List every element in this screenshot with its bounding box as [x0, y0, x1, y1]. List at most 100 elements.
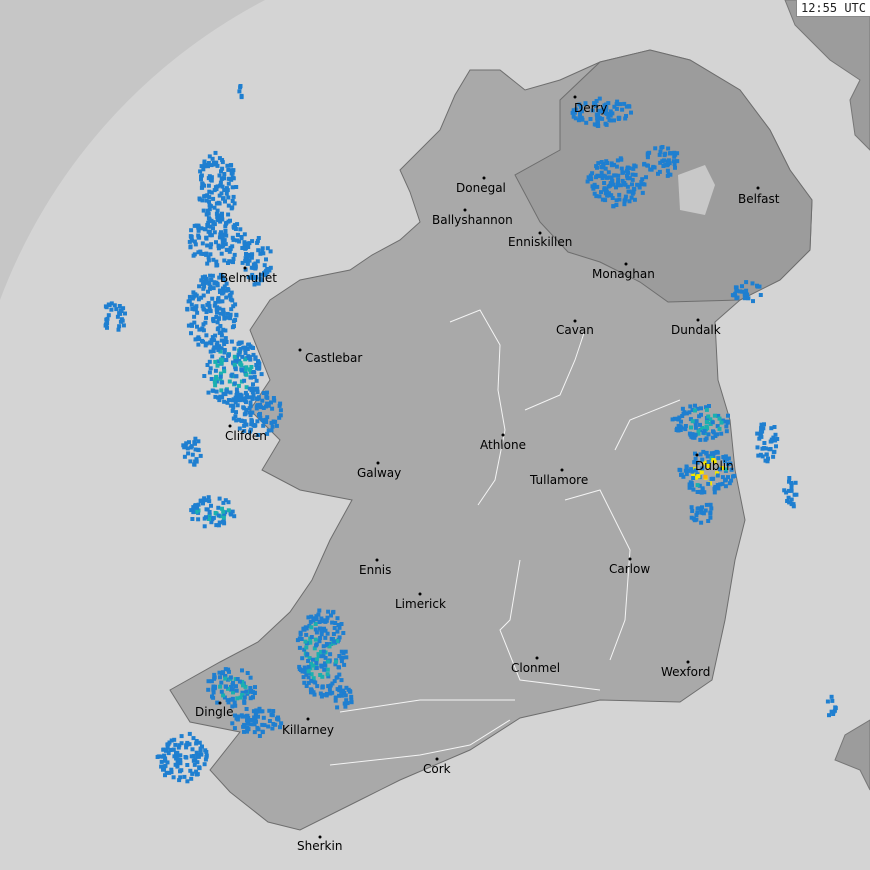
rain-echo: [200, 282, 205, 287]
rain-echo: [270, 424, 275, 429]
rain-echo: [207, 517, 211, 521]
rain-echo: [196, 439, 201, 444]
rain-echo: [249, 255, 254, 260]
rain-echo: [600, 116, 605, 121]
rain-echo: [716, 413, 721, 418]
rain-echo: [218, 183, 223, 188]
rain-echo: [699, 406, 703, 411]
rain-echo: [773, 438, 778, 443]
rain-echo: [591, 186, 596, 191]
rain-echo: [163, 758, 168, 763]
rain-echo: [720, 481, 725, 486]
rain-echo: [217, 398, 222, 403]
rain-echo: [313, 680, 318, 685]
rain-echo: [233, 358, 238, 363]
rain-echo: [212, 672, 217, 677]
rain-echo: [595, 116, 600, 121]
rain-echo: [254, 719, 258, 724]
rain-echo: [613, 173, 618, 178]
rain-echo: [302, 647, 307, 652]
rain-echo: [326, 609, 331, 614]
rain-echo: [337, 665, 341, 670]
rain-echo: [833, 706, 838, 711]
rain-echo: [242, 700, 247, 705]
rain-echo: [775, 437, 780, 441]
rain-echo: [324, 642, 329, 646]
rain-echo: [274, 423, 279, 428]
rain-echo: [200, 181, 205, 186]
rain-echo: [323, 655, 328, 660]
rain-echo: [264, 417, 268, 422]
rain-echo: [172, 754, 177, 759]
rain-echo: [324, 693, 329, 698]
rain-echo: [617, 197, 622, 202]
rain-echo: [317, 639, 322, 644]
rain-echo: [617, 192, 622, 197]
rain-echo: [202, 374, 207, 378]
rain-echo: [631, 166, 636, 171]
rain-echo: [215, 700, 220, 705]
rain-echo: [744, 280, 749, 285]
rain-echo: [222, 348, 227, 352]
rain-echo: [229, 373, 234, 378]
rain-echo: [696, 429, 701, 434]
rain-echo: [264, 257, 268, 262]
rain-echo: [257, 734, 262, 738]
rain-echo: [224, 340, 229, 344]
rain-echo: [237, 350, 242, 355]
rain-echo: [167, 770, 172, 775]
rain-echo: [639, 180, 644, 185]
rain-echo: [217, 496, 222, 501]
rain-echo: [786, 495, 791, 500]
rain-echo: [311, 618, 316, 623]
city-dot: [535, 656, 539, 660]
rain-echo: [184, 441, 189, 446]
rain-echo: [676, 428, 681, 433]
rain-echo: [163, 773, 167, 778]
rain-echo: [219, 346, 224, 351]
rain-echo: [216, 523, 221, 528]
rain-echo: [343, 704, 348, 709]
rain-echo: [610, 179, 615, 183]
rain-echo: [248, 344, 253, 349]
rain-echo: [646, 163, 650, 168]
rain-echo: [690, 419, 695, 424]
rain-echo: [342, 690, 347, 695]
rain-echo: [339, 622, 344, 626]
rain-echo: [706, 414, 711, 419]
rain-echo: [194, 509, 199, 514]
rain-echo: [165, 745, 170, 749]
rain-echo: [226, 261, 230, 265]
rain-echo: [207, 370, 212, 375]
rain-echo: [605, 193, 610, 198]
rain-echo: [201, 501, 205, 506]
rain-echo: [721, 455, 726, 459]
rain-echo: [253, 261, 258, 266]
rain-echo: [241, 405, 246, 410]
rain-echo: [216, 243, 221, 248]
rain-echo: [216, 246, 221, 251]
rain-echo: [222, 350, 227, 355]
rain-echo: [178, 775, 183, 780]
rain-echo: [658, 149, 663, 154]
rain-echo: [201, 252, 206, 256]
city-dot: [501, 433, 505, 437]
rain-echo: [204, 212, 209, 217]
rain-echo: [702, 490, 707, 495]
rain-echo: [255, 238, 260, 243]
rain-echo: [728, 461, 733, 466]
rain-echo: [255, 725, 260, 730]
city-label: Clonmel: [511, 661, 560, 675]
rain-echo: [577, 102, 582, 107]
rain-echo: [270, 406, 275, 411]
rain-echo: [205, 223, 210, 227]
rain-echo: [763, 446, 768, 451]
rain-echo: [694, 513, 699, 518]
rain-echo: [230, 185, 235, 190]
rain-echo: [689, 467, 694, 472]
rain-echo: [192, 462, 197, 467]
rain-echo: [230, 205, 235, 210]
rain-echo: [165, 742, 170, 747]
rain-echo: [119, 309, 124, 313]
rain-echo: [698, 437, 703, 442]
